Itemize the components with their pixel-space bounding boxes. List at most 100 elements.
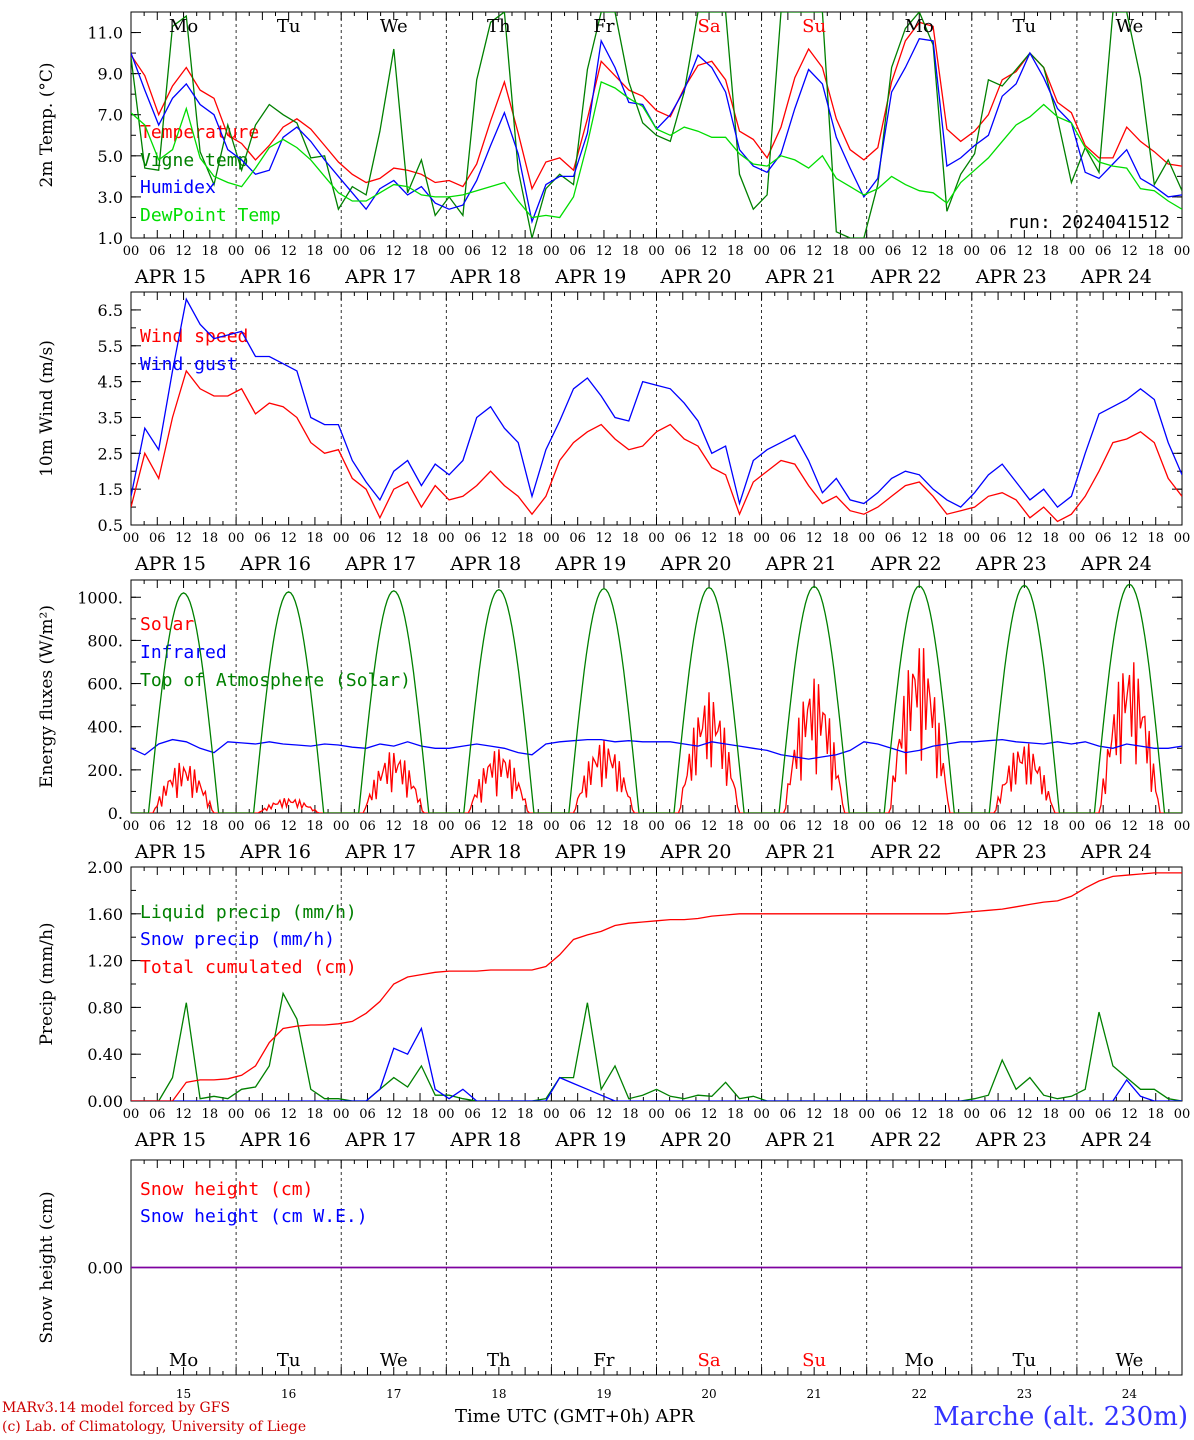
hour-tick-label: 18 xyxy=(517,1107,534,1122)
hour-tick-label: 00 xyxy=(228,531,245,546)
hour-tick-label: 06 xyxy=(1095,819,1112,834)
series-infrared-legend: Infrared xyxy=(140,642,227,663)
y-tick-label: 200. xyxy=(87,761,123,780)
xaxis-label: Time UTC (GMT+0h) xyxy=(455,1406,650,1427)
y-tick-label: 5.0 xyxy=(98,147,123,166)
series-infrared-line xyxy=(131,738,1182,760)
hour-tick-label: 12 xyxy=(1121,1107,1138,1122)
hour-tick-label: 18 xyxy=(622,244,639,259)
weekday-label: We xyxy=(380,16,408,37)
hour-tick-label: 18 xyxy=(1147,531,1164,546)
hour-tick-label: 00 xyxy=(858,531,875,546)
hour-tick-label: 06 xyxy=(1095,531,1112,546)
hour-tick-label: 12 xyxy=(806,1107,823,1122)
y-tick-label: 1000. xyxy=(77,588,123,607)
hour-tick-label: 00 xyxy=(1069,244,1086,259)
series-wind-speed-legend: Wind speed xyxy=(140,326,248,347)
hour-tick-label: 06 xyxy=(569,1107,586,1122)
hour-tick-label: 00 xyxy=(648,819,665,834)
y-tick-label: 0.80 xyxy=(87,998,123,1017)
y-tick-label: 2.5 xyxy=(98,444,123,463)
weekday-label: Mo xyxy=(169,16,198,37)
hour-tick-label: 00 xyxy=(438,819,455,834)
date-label: APR 21 xyxy=(764,841,836,863)
day-number-label: 24 xyxy=(1122,1387,1138,1401)
hour-tick-label: 06 xyxy=(569,531,586,546)
y-tick-label: 1.5 xyxy=(98,480,123,499)
hour-tick-label: 12 xyxy=(1121,819,1138,834)
hour-tick-label: 06 xyxy=(359,819,376,834)
copyright-credit: (c) Lab. of Climatology, University of L… xyxy=(2,1419,307,1435)
panel-temp: 1.0 3.0 5.0 7.0 9.0 11.0 2m Temp. (°C) Temperat… xyxy=(37,11,1190,288)
date-label: APR 15 xyxy=(134,841,206,863)
hour-tick-label: 18 xyxy=(937,244,954,259)
hour-tick-label: 06 xyxy=(464,1107,481,1122)
hour-tick-label: 12 xyxy=(806,244,823,259)
hour-tick-label: 00 xyxy=(333,531,350,546)
hour-tick-label: 06 xyxy=(885,819,902,834)
hour-tick-label: 00 xyxy=(438,244,455,259)
hour-tick-label: 12 xyxy=(385,244,402,259)
hour-tick-label: 12 xyxy=(280,244,297,259)
series-solar-line xyxy=(131,648,1182,813)
series-dewpoint-temp-line xyxy=(131,80,1182,219)
hour-tick-label: 18 xyxy=(937,1107,954,1122)
hour-tick-label: 06 xyxy=(569,819,586,834)
hour-tick-label: 12 xyxy=(385,819,402,834)
hour-tick-label: 18 xyxy=(1042,244,1059,259)
hour-tick-label: 06 xyxy=(675,819,692,834)
series-snow-height-cm-w-e-legend: Snow height (cm W.E.) xyxy=(140,1206,368,1227)
hour-tick-label: 18 xyxy=(832,1107,849,1122)
hour-tick-label: 12 xyxy=(596,244,613,259)
weekday-label: Mo xyxy=(905,16,934,37)
hour-tick-label: 12 xyxy=(1016,531,1033,546)
date-label: APR 16 xyxy=(239,266,311,288)
weekday-label: Tu xyxy=(1013,1350,1037,1371)
panel-flux: 0. 200. 400. 600. 800. 1000. Energy fluxes (W/… xyxy=(37,579,1190,863)
hour-tick-label: 18 xyxy=(517,819,534,834)
series-temperature-legend: Temperature xyxy=(140,122,259,143)
hour-tick-label: 18 xyxy=(307,819,324,834)
hour-tick-label: 18 xyxy=(1147,819,1164,834)
date-label: APR 19 xyxy=(554,266,626,288)
weekday-label: Fr xyxy=(593,16,614,37)
hour-tick-label: 00 xyxy=(123,244,140,259)
hour-tick-label: 00 xyxy=(123,531,140,546)
hour-tick-label: 18 xyxy=(727,531,744,546)
hour-tick-label: 18 xyxy=(622,1107,639,1122)
hour-tick-label: 06 xyxy=(254,531,271,546)
hour-tick-label: 00 xyxy=(438,1107,455,1122)
hour-tick-label: 12 xyxy=(701,819,718,834)
series-liquid-precip-mm-h-legend: Liquid precip (mm/h) xyxy=(140,902,357,923)
hour-tick-label: 00 xyxy=(123,819,140,834)
date-label: APR 16 xyxy=(239,841,311,863)
hour-tick-label: 12 xyxy=(280,819,297,834)
series-total-cumulated-cm-line xyxy=(131,872,1182,1101)
hour-tick-label: 18 xyxy=(517,531,534,546)
y-tick-label: 11.0 xyxy=(87,24,123,43)
series-liquid-precip-mm-h-line xyxy=(131,991,1182,1101)
panel-wind: 0.5 1.5 2.5 3.5 4.5 5.5 6.5 10m Wind (m/s) Wind … xyxy=(37,291,1190,575)
series-vigne-temp-line xyxy=(131,12,1182,238)
hour-tick-label: 00 xyxy=(964,244,981,259)
hour-tick-label: 12 xyxy=(1016,244,1033,259)
hour-tick-label: 18 xyxy=(517,244,534,259)
hour-tick-label: 06 xyxy=(254,1107,271,1122)
hour-tick-label: 18 xyxy=(832,819,849,834)
hour-tick-label: 12 xyxy=(806,531,823,546)
hour-tick-label: 18 xyxy=(727,819,744,834)
date-label: APR 15 xyxy=(134,266,206,288)
y-tick-label: 3.5 xyxy=(98,408,123,427)
hour-tick-label: 06 xyxy=(990,244,1007,259)
y-tick-label: 1.20 xyxy=(87,952,123,971)
hour-tick-label: 12 xyxy=(491,1107,508,1122)
hour-tick-label: 12 xyxy=(491,819,508,834)
y-tick-label: 0.00 xyxy=(87,1259,123,1278)
day-number-label: 22 xyxy=(912,1387,927,1401)
series-wind-gust-line xyxy=(131,297,1182,509)
date-label: APR 23 xyxy=(975,1129,1047,1151)
date-label: APR 17 xyxy=(344,841,416,863)
hour-tick-label: 00 xyxy=(1069,531,1086,546)
hour-tick-label: 00 xyxy=(858,819,875,834)
hour-tick-label: 18 xyxy=(307,1107,324,1122)
